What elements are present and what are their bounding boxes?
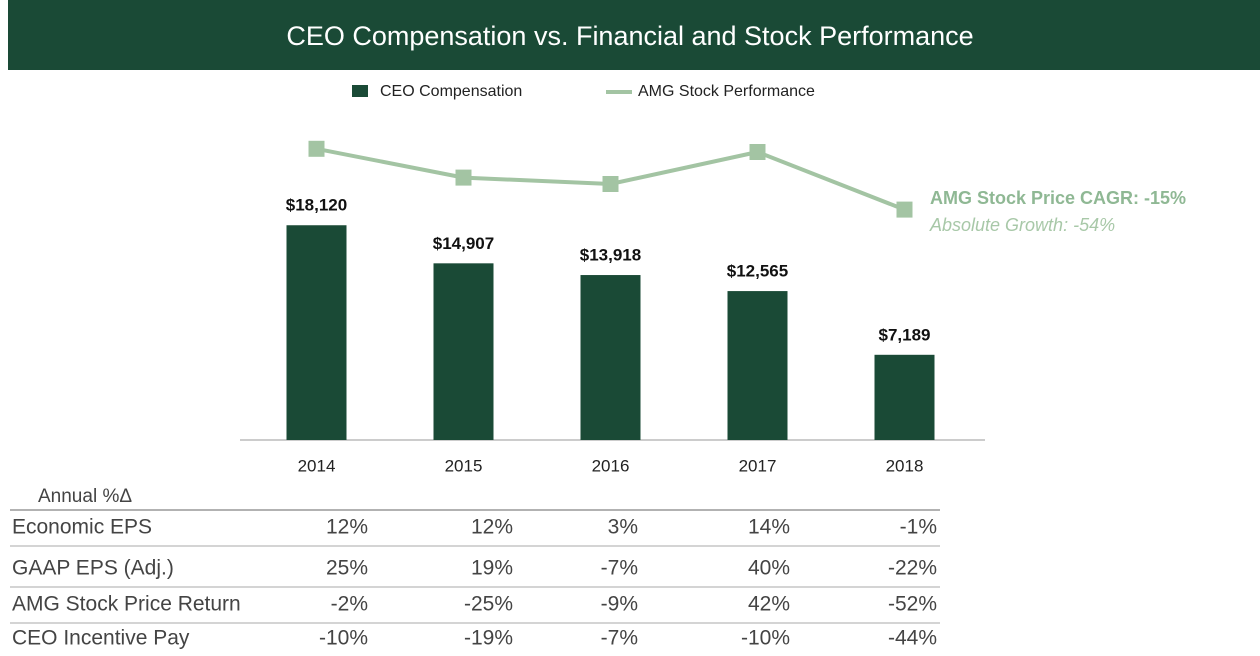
marker	[749, 144, 766, 160]
bar	[286, 225, 347, 440]
x-tick-label: 2018	[886, 456, 924, 475]
table-cell: 3%	[608, 516, 638, 539]
marker	[602, 176, 619, 192]
table-cell: 19%	[471, 557, 513, 580]
title-band	[8, 0, 1260, 70]
table-cell: 12%	[326, 516, 368, 539]
legend-swatch	[352, 85, 368, 97]
data-label: $12,565	[727, 262, 788, 281]
legend-label: CEO Compensation	[380, 83, 522, 100]
table-cell: -2%	[331, 593, 368, 616]
legend-label: AMG Stock Performance	[638, 83, 815, 100]
data-label: $14,907	[433, 234, 494, 253]
table-cell: -22%	[888, 557, 937, 580]
table-cell: -10%	[741, 627, 790, 650]
table-cell: -52%	[888, 593, 937, 616]
table-cell: -19%	[464, 627, 513, 650]
table-cell: 40%	[748, 557, 790, 580]
x-tick-label: 2015	[445, 456, 483, 475]
table-cell: -9%	[601, 593, 638, 616]
table-cell: -44%	[888, 627, 937, 650]
table-cell: 14%	[748, 516, 790, 539]
table-cell: -1%	[900, 516, 937, 539]
table-cell: -10%	[319, 627, 368, 650]
marker	[308, 140, 325, 157]
table-cell: 12%	[471, 516, 513, 539]
annotation: Absolute Growth: -54%	[929, 215, 1115, 235]
bar	[727, 291, 788, 440]
table-cell: -7%	[601, 627, 638, 650]
bar	[874, 354, 935, 440]
x-tick-label: 2014	[298, 456, 336, 475]
data-label: $18,120	[286, 196, 347, 215]
x-tick-label: 2016	[592, 456, 630, 475]
row-label: Economic EPS	[12, 516, 152, 539]
bar	[433, 263, 494, 440]
table-cell: 42%	[748, 593, 790, 616]
chart-title: CEO Compensation vs. Financial and Stock…	[286, 21, 973, 51]
table-cell: -7%	[601, 557, 638, 580]
marker	[455, 169, 472, 186]
table-cell: 25%	[326, 557, 368, 580]
row-label: CEO Incentive Pay	[12, 627, 190, 650]
data-label: $7,189	[879, 325, 931, 344]
data-label: $13,918	[580, 246, 641, 265]
x-tick-label: 2017	[739, 456, 777, 475]
annotation: AMG Stock Price CAGR: -15%	[930, 188, 1186, 208]
bar	[580, 275, 641, 440]
table-cell: -25%	[464, 593, 513, 616]
marker	[896, 201, 913, 218]
table-header: Annual %Δ	[38, 486, 132, 507]
row-label: GAAP EPS (Adj.)	[12, 557, 174, 580]
row-label: AMG Stock Price Return	[12, 593, 241, 616]
